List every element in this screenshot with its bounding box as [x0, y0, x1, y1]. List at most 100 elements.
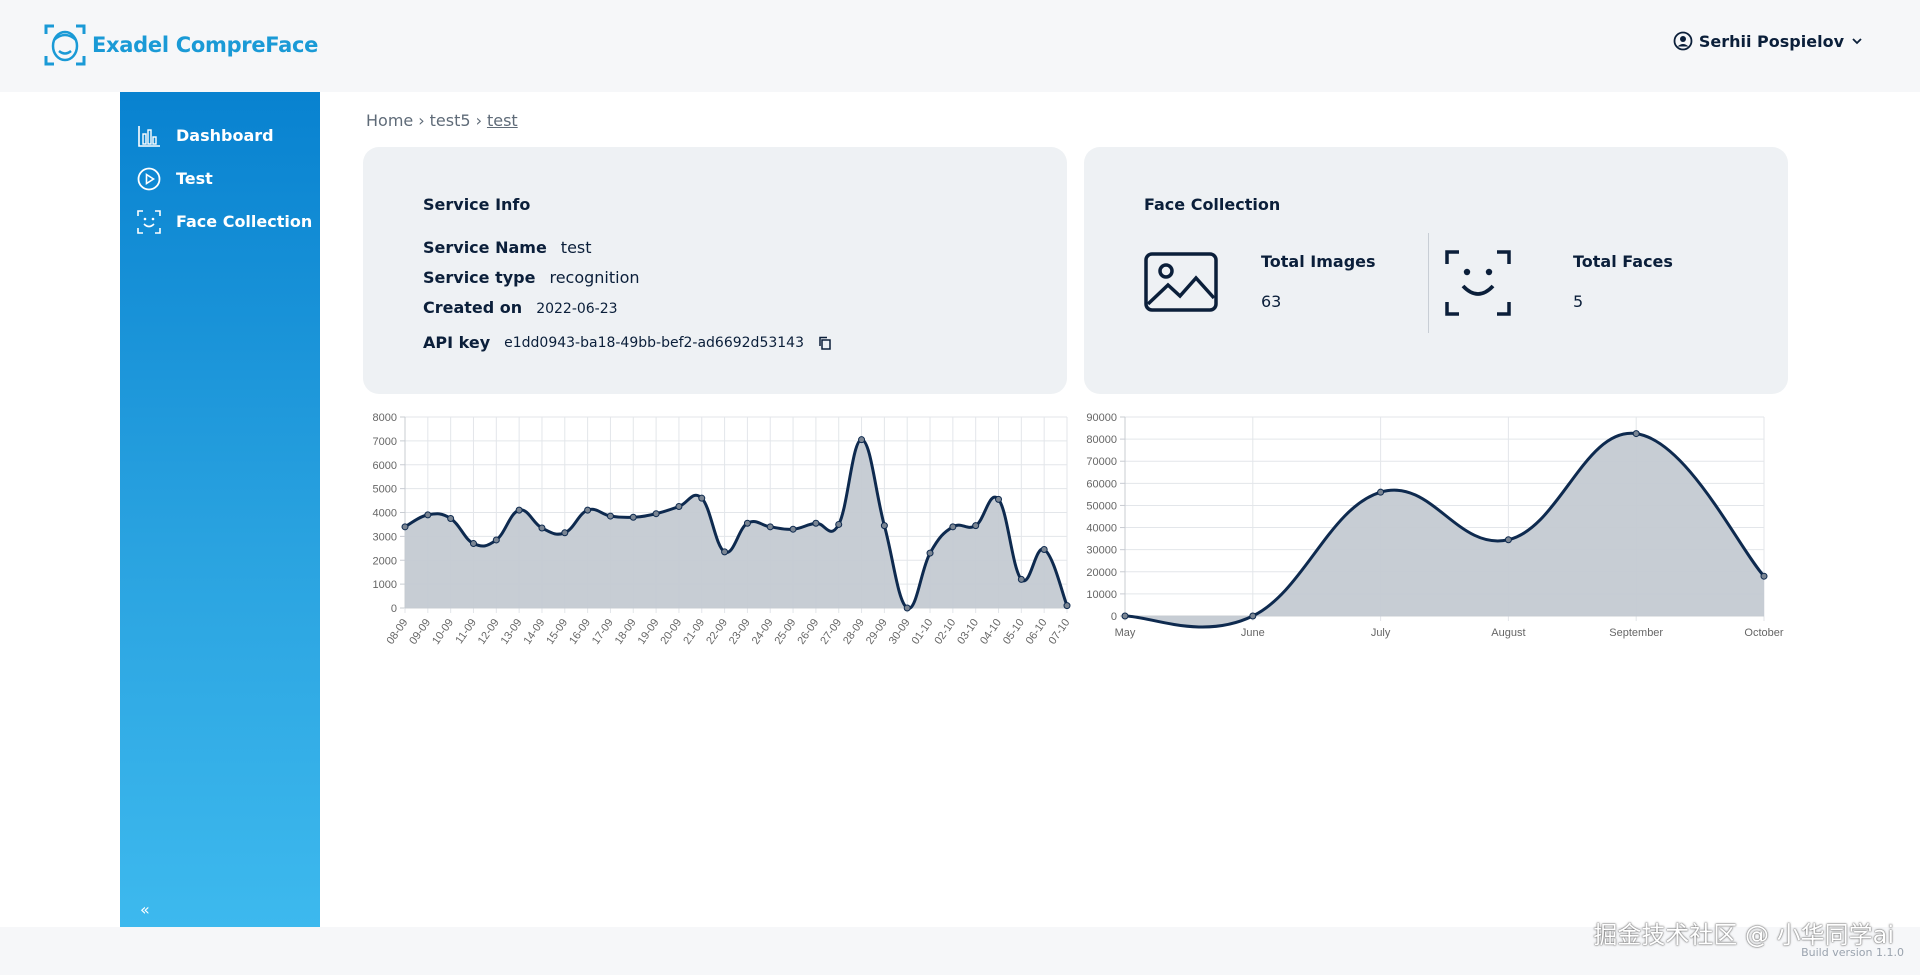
total-images-label: Total Images: [1261, 252, 1376, 271]
face-logo-icon: [44, 24, 86, 66]
data-point: [584, 506, 592, 514]
x-tick-label: 11-09: [453, 617, 479, 646]
image-icon: [1144, 252, 1218, 312]
x-tick-label: 28-09: [841, 617, 867, 647]
monthly-chart-svg: 0 10000 20000 30000 40000 50000 60000 70000 8000…: [1086, 412, 1783, 639]
face-scan-icon: [1445, 250, 1511, 316]
x-tick-label: 14-09: [521, 617, 547, 647]
x-tick-label: 27-09: [818, 617, 844, 647]
app-logo[interactable]: Exadel CompreFace: [44, 24, 318, 66]
x-tick-label: 23-09: [727, 617, 753, 647]
x-tick-label: 12-09: [476, 617, 502, 647]
play-circle-icon: [136, 166, 162, 192]
data-point: [447, 514, 455, 522]
series-area: [1125, 433, 1764, 628]
breadcrumb-home[interactable]: Home: [366, 111, 414, 130]
data-point: [972, 522, 980, 530]
y-tick-label: 0: [1111, 611, 1117, 623]
bar-chart-icon: [136, 123, 162, 149]
data-point: [949, 523, 957, 531]
y-tick-label: 30000: [1086, 545, 1117, 557]
data-point: [401, 523, 409, 531]
breadcrumb-separator: ›: [418, 111, 425, 130]
data-point: [652, 510, 660, 518]
sidebar-item-label: Dashboard: [176, 126, 274, 145]
data-point: [995, 495, 1003, 503]
created-on-row: Created on 2022-06-23: [423, 298, 618, 317]
created-on-value: 2022-06-23: [536, 301, 618, 317]
data-point: [492, 536, 500, 544]
y-tick-label: 4000: [373, 508, 397, 520]
data-point: [1121, 612, 1129, 620]
data-point: [743, 519, 751, 527]
data-point: [469, 540, 477, 548]
data-point: [561, 529, 569, 537]
service-type-row: Service type recognition: [423, 268, 640, 287]
data-point: [424, 511, 432, 519]
x-tick-label: 01-10: [910, 617, 936, 647]
data-point: [1017, 575, 1025, 583]
data-point: [538, 524, 546, 532]
x-tick-label: October: [1744, 627, 1783, 639]
stats-divider: [1428, 233, 1429, 333]
data-point: [880, 522, 888, 530]
y-tick-label: 6000: [373, 460, 397, 472]
watermark-text: 掘金技术社区 @ 小华同学ai: [1593, 921, 1894, 949]
x-tick-label: 20-09: [658, 617, 684, 647]
face-collection-title: Face Collection: [1144, 195, 1281, 214]
breadcrumb-app[interactable]: test5: [429, 111, 471, 130]
data-point: [1632, 430, 1640, 438]
x-tick-label: 06-10: [1024, 617, 1050, 647]
daily-chart-svg: 0 1000 2000 3000 4000 5000 6000 7000 8000 08-0909…: [373, 412, 1073, 647]
data-point: [698, 494, 706, 502]
user-name: Serhii Pospielov: [1698, 31, 1844, 51]
collapse-sidebar-button[interactable]: «: [140, 900, 150, 919]
copy-icon[interactable]: [818, 336, 832, 350]
data-point: [903, 604, 911, 612]
total-faces-value: 5: [1573, 292, 1584, 311]
data-point: [629, 513, 637, 521]
x-tick-label: 22-09: [704, 617, 730, 647]
x-tick-label: 07-10: [1046, 617, 1072, 647]
x-tick-label: 19-09: [636, 617, 662, 647]
face-scan-icon: [136, 209, 162, 235]
x-tick-label: 03-10: [955, 617, 981, 647]
service-name-row: Service Name test: [423, 238, 592, 257]
x-tick-label: 10-09: [430, 617, 456, 647]
y-tick-label: 10000: [1086, 589, 1117, 601]
x-tick-label: 26-09: [795, 617, 821, 647]
monthly-chart: 0 10000 20000 30000 40000 50000 60000 70000 8000…: [1076, 405, 1792, 655]
api-key-label: API key: [423, 333, 491, 352]
user-menu[interactable]: Serhii Pospielov: [1673, 31, 1864, 51]
data-point: [926, 549, 934, 557]
breadcrumb-service[interactable]: test: [486, 111, 518, 130]
x-tick-label: 15-09: [544, 617, 570, 647]
x-tick-label: 29-09: [864, 617, 890, 647]
y-tick-label: 7000: [373, 436, 397, 448]
api-key-row: API key e1dd0943-ba18-49bb-bef2-ad6692d5…: [423, 333, 832, 352]
data-point: [789, 525, 797, 533]
footer: Build version 1.1.0: [0, 927, 1920, 975]
x-tick-label: June: [1241, 627, 1265, 639]
y-tick-label: 8000: [373, 412, 397, 424]
data-point: [606, 512, 614, 520]
top-header: Exadel CompreFace Serhii Pospielov: [0, 0, 1920, 92]
x-tick-label: 05-10: [1001, 617, 1027, 647]
x-tick-label: 18-09: [613, 617, 639, 647]
api-key-value[interactable]: e1dd0943-ba18-49bb-bef2-ad6692d53143: [504, 334, 804, 351]
data-point: [1377, 488, 1385, 496]
breadcrumb: Home › test5 › test: [366, 111, 518, 130]
total-images-value: 63: [1261, 292, 1282, 311]
sidebar-item-dashboard[interactable]: Dashboard: [120, 114, 320, 157]
y-tick-label: 2000: [373, 555, 397, 567]
y-tick-label: 70000: [1086, 456, 1117, 468]
data-point: [766, 523, 774, 531]
y-tick-label: 20000: [1086, 567, 1117, 579]
sidebar: Dashboard Test Face Collection «: [120, 92, 320, 927]
x-tick-label: 02-10: [932, 617, 958, 647]
sidebar-item-test[interactable]: Test: [120, 157, 320, 200]
service-type-value: recognition: [549, 268, 640, 287]
sidebar-item-face-collection[interactable]: Face Collection: [120, 200, 320, 243]
y-tick-label: 90000: [1086, 412, 1117, 424]
x-tick-label: 24-09: [750, 617, 776, 647]
